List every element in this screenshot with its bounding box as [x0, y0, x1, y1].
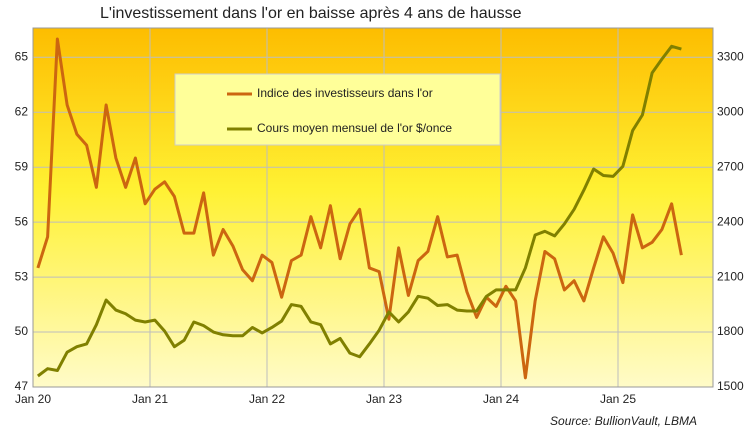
y-tick-label: 47 — [15, 379, 29, 393]
plot-frame — [32, 27, 714, 388]
series-line — [36, 37, 683, 380]
x-tick-label: Jan 23 — [366, 392, 402, 406]
y-tick-label: 59 — [15, 159, 29, 173]
y2-tick-label: 2400 — [717, 214, 744, 228]
x-tick-label: Jan 24 — [483, 392, 519, 406]
y2-tick-label: 1800 — [717, 324, 744, 338]
x-tick-label: Jan 25 — [600, 392, 636, 406]
y-tick-label: 65 — [15, 49, 29, 63]
y-tick-label: 53 — [15, 269, 29, 283]
series-line — [36, 44, 682, 378]
y2-tick-label: 3000 — [717, 104, 744, 118]
legend-items: Indice des investisseurs dans l'or Cours … — [227, 86, 452, 135]
y-tick-label: 62 — [15, 104, 29, 118]
x-tick-label: Jan 21 — [132, 392, 168, 406]
source: Source: BullionVault, LBMA — [550, 414, 697, 428]
x-tick-label: Jan 22 — [249, 392, 285, 406]
y2-tick-label: 1500 — [717, 379, 744, 393]
lines — [36, 37, 683, 380]
y2-tick-label: 2100 — [717, 269, 744, 283]
x-tick-label: Jan 20 — [15, 392, 51, 406]
legend-label: Indice des investisseurs dans l'or — [257, 86, 433, 100]
y-tick-label: 50 — [15, 324, 29, 338]
legend-label: Cours moyen mensuel de l'or $/once — [257, 121, 452, 135]
y2-tick-label: 2700 — [717, 159, 744, 173]
y-tick-label: 56 — [15, 214, 29, 228]
legend — [174, 73, 501, 146]
chart-title: L'investissement dans l'or en baisse apr… — [100, 5, 522, 22]
y2-tick-label: 3300 — [717, 49, 744, 63]
